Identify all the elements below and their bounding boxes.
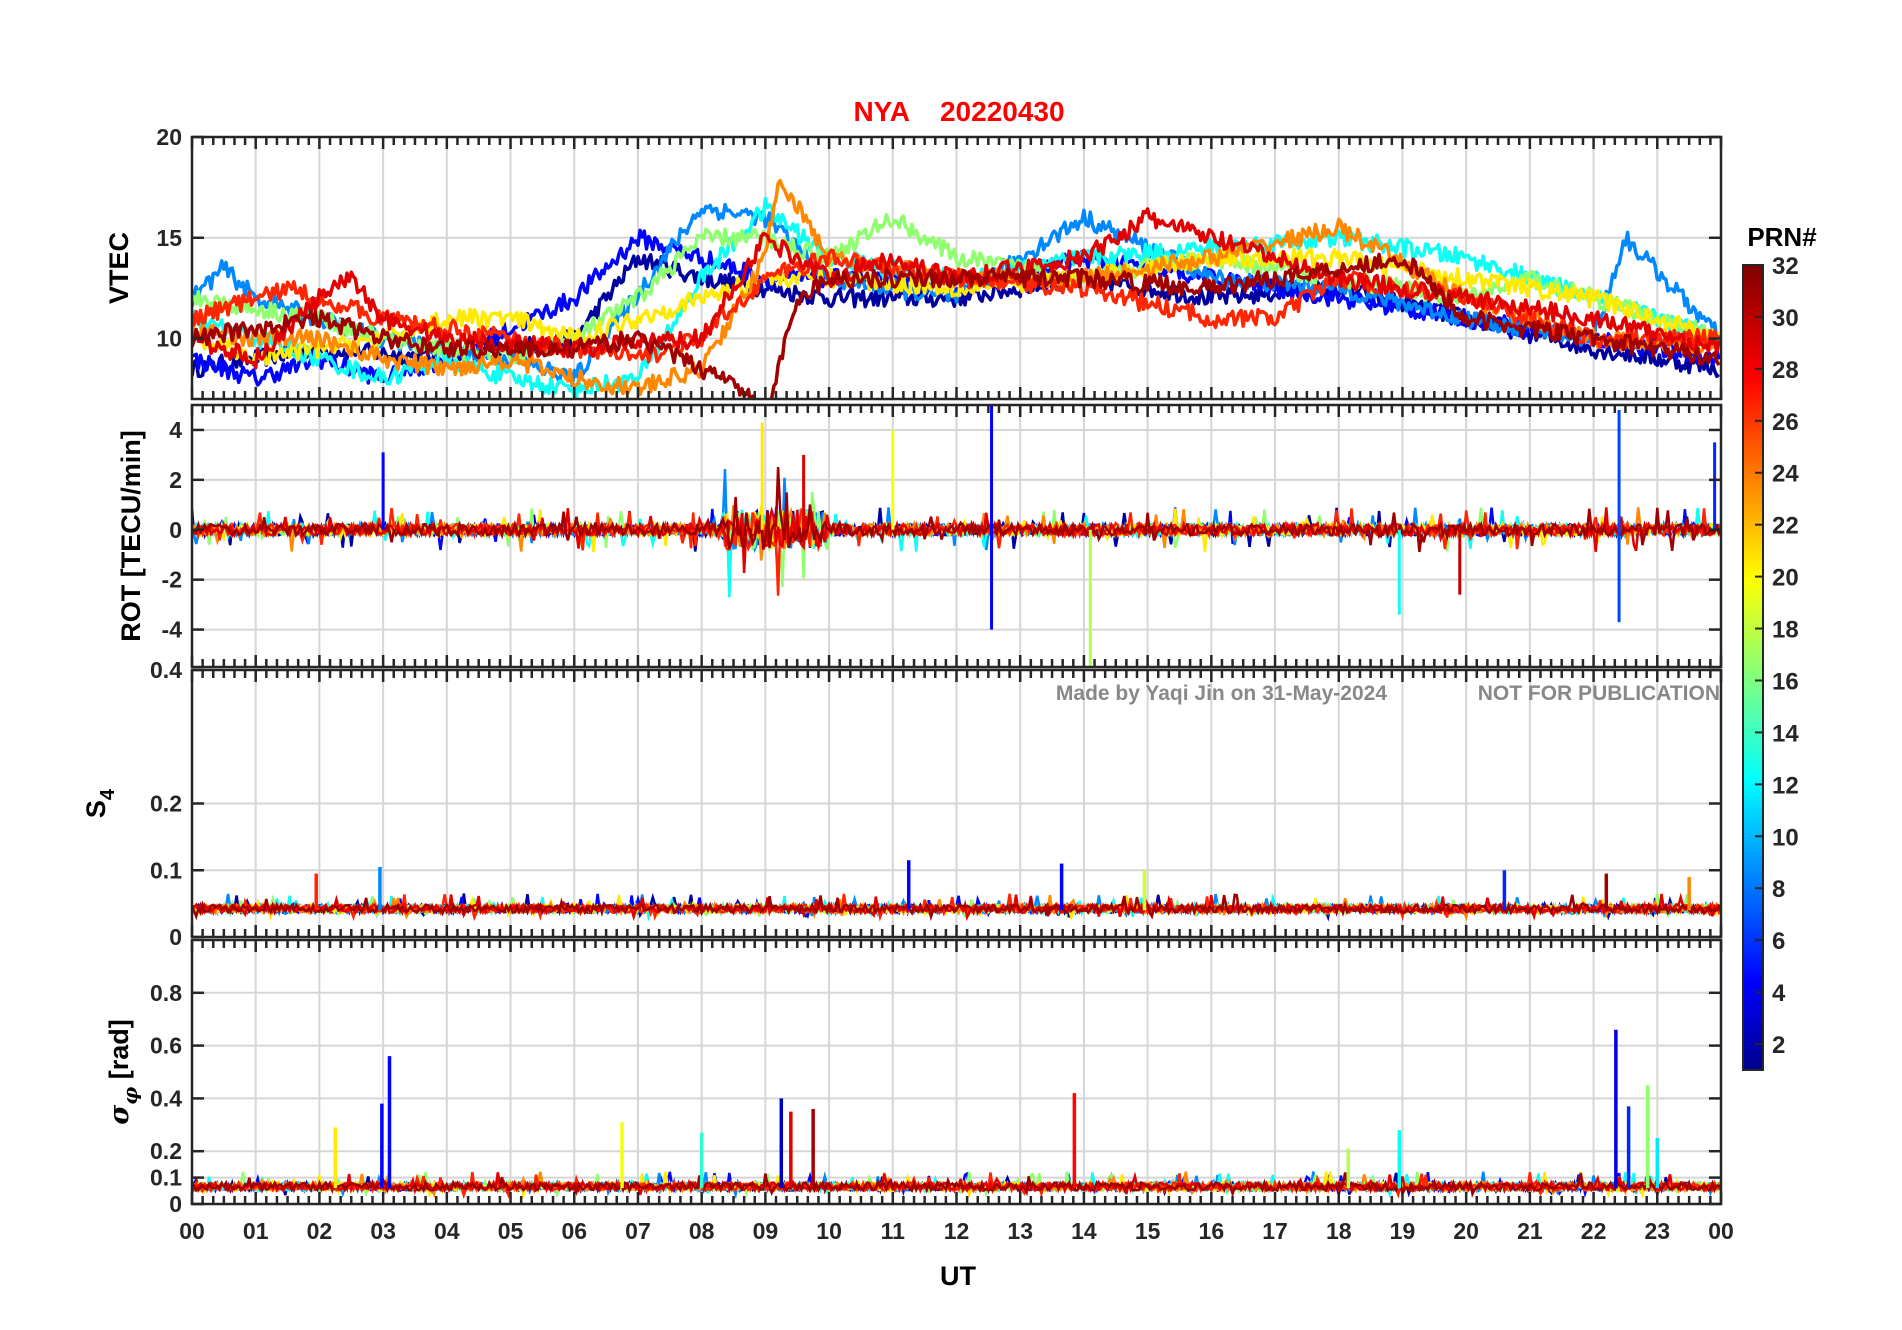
colorbar-tick-label: 18 bbox=[1772, 617, 1799, 644]
y-tick-label: 20 bbox=[156, 124, 182, 150]
x-tick-label: 10 bbox=[816, 1218, 842, 1244]
x-tick-label: 00 bbox=[1708, 1218, 1734, 1244]
x-tick-label: 19 bbox=[1390, 1218, 1416, 1244]
y-tick-label: 2 bbox=[169, 467, 182, 493]
colorbar-tick-label: 10 bbox=[1772, 824, 1799, 851]
panel-rot: -4 -2 0 2 4 ROT [TECU/min] bbox=[116, 403, 1723, 669]
x-tick-label: 14 bbox=[1071, 1218, 1097, 1244]
x-tick-label: 03 bbox=[370, 1218, 396, 1244]
x-axis-label: UT bbox=[940, 1261, 976, 1291]
y-tick-label: 15 bbox=[156, 225, 182, 251]
grid-s4 bbox=[192, 670, 1721, 937]
y-tick-label: 10 bbox=[156, 326, 182, 352]
watermark-author: Made by Yaqi Jin on 31-May-2024 bbox=[1056, 682, 1387, 705]
y-tick-label: 0 bbox=[169, 1191, 182, 1217]
colorbar-gradient bbox=[1742, 264, 1764, 1071]
x-tick-label: 01 bbox=[243, 1218, 269, 1244]
x-tick-label: 04 bbox=[434, 1218, 460, 1244]
y-axis-label-vtec: VTEC bbox=[104, 232, 134, 304]
vtec-series-prn-31 bbox=[192, 252, 1721, 399]
colorbar-tick-label: 26 bbox=[1772, 409, 1799, 436]
y-axis-label-rot: ROT [TECU/min] bbox=[116, 430, 146, 641]
series-group-vtec bbox=[192, 178, 1721, 399]
y-tick-label: 0.4 bbox=[150, 657, 182, 683]
colorbar-title: PRN# bbox=[1747, 222, 1817, 252]
series-group-s4 bbox=[192, 860, 1721, 922]
x-tick-label: 09 bbox=[753, 1218, 779, 1244]
y-tick-label: 0.6 bbox=[150, 1033, 182, 1059]
colorbar-tick-label: 32 bbox=[1772, 253, 1799, 280]
watermark-notice: NOT FOR PUBLICATION bbox=[1478, 682, 1720, 705]
x-tick-label: 06 bbox=[561, 1218, 587, 1244]
x-tick-label: 20 bbox=[1453, 1218, 1479, 1244]
y-axis-label-sigma_phi: σφ [rad] bbox=[104, 1019, 142, 1125]
panel-sigma_phi: 00.10.2 0.4 0.6 0.8 σφ [rad] 00 01 02 03 04 05 06 07… bbox=[104, 938, 1734, 1244]
colorbar-tick-label: 4 bbox=[1772, 980, 1786, 1007]
y-tick-label: 0.1 bbox=[150, 857, 182, 883]
grid-sigma_phi bbox=[192, 940, 1721, 1204]
x-tick-label: 11 bbox=[881, 1218, 906, 1244]
y-tick-label: 0.1 bbox=[150, 1165, 182, 1191]
x-tick-label: 00 bbox=[179, 1218, 205, 1244]
rot-series-prn-31 bbox=[192, 467, 1721, 553]
x-tick-label: 16 bbox=[1199, 1218, 1225, 1244]
x-tick-label: 15 bbox=[1135, 1218, 1161, 1244]
y-tick-label: 4 bbox=[169, 417, 182, 443]
x-tick-label: 05 bbox=[498, 1218, 524, 1244]
y-tick-label: -2 bbox=[162, 567, 182, 593]
panel-vtec: 10 15 20 VTEC bbox=[104, 124, 1723, 401]
colorbar-tick-label: 14 bbox=[1772, 720, 1799, 747]
x-tick-label: 23 bbox=[1644, 1218, 1670, 1244]
y-tick-label: -4 bbox=[162, 617, 183, 643]
colorbar-tick-label: 12 bbox=[1772, 772, 1799, 799]
x-tick-label: 18 bbox=[1326, 1218, 1352, 1244]
colorbar-tick-label: 2 bbox=[1772, 1032, 1785, 1059]
s4-series-prn-31 bbox=[192, 893, 1721, 922]
y-tick-label: 0.4 bbox=[150, 1085, 182, 1111]
y-tick-label: 0 bbox=[169, 924, 182, 950]
x-tick-label: 17 bbox=[1262, 1218, 1288, 1244]
vtec-series-prn-21 bbox=[192, 247, 1720, 366]
colorbar-tick-label: 16 bbox=[1772, 668, 1799, 695]
x-tick-label: 22 bbox=[1581, 1218, 1607, 1244]
colorbar-tick-label: 24 bbox=[1772, 461, 1799, 488]
x-tick-label: 08 bbox=[689, 1218, 715, 1244]
colorbar-tick-label: 6 bbox=[1772, 928, 1785, 955]
series-group-sigma_phi bbox=[192, 1029, 1721, 1200]
y-tick-label: 0.2 bbox=[150, 791, 182, 817]
colorbar-tick-label: 30 bbox=[1772, 305, 1799, 332]
panel-s4: 0 0.1 0.2 0.4 S4 bbox=[81, 657, 1723, 950]
x-tick-label: 13 bbox=[1007, 1218, 1033, 1244]
colorbar-tick-label: 8 bbox=[1772, 876, 1785, 903]
sigma_phi-series-prn-31 bbox=[192, 1172, 1721, 1198]
x-tick-label: 21 bbox=[1517, 1218, 1543, 1244]
series-group-rot bbox=[192, 405, 1721, 667]
x-tick-label: 12 bbox=[944, 1218, 970, 1244]
y-tick-label: 0.8 bbox=[150, 980, 182, 1006]
y-axis-label-s4: S4 bbox=[81, 788, 119, 818]
figure-title: NYA 20220430 bbox=[853, 96, 1064, 127]
x-tick-label: 07 bbox=[625, 1218, 651, 1244]
colorbar-tick-label: 20 bbox=[1772, 565, 1799, 592]
colorbar-tick-label: 28 bbox=[1772, 357, 1799, 384]
x-tick-label: 02 bbox=[307, 1218, 333, 1244]
vtec-series-prn-29 bbox=[192, 207, 1721, 370]
y-tick-label: 0.2 bbox=[150, 1138, 182, 1164]
colorbar-tick-label: 22 bbox=[1772, 513, 1799, 540]
y-tick-label: 0 bbox=[169, 517, 182, 543]
